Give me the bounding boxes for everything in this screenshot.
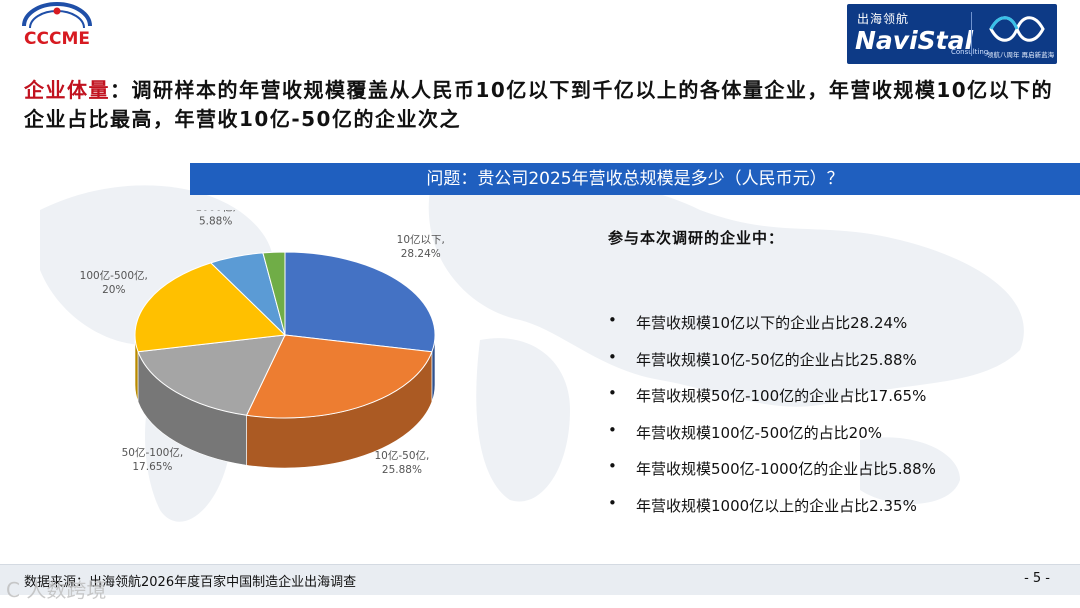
finding-item: • 年营收规模500亿-1000亿的企业占比5.88% bbox=[608, 457, 936, 495]
finding-item: • 年营收规模50亿-100亿的企业占比17.65% bbox=[608, 384, 936, 422]
footer-bar: 数据来源：出海领航2026年度百家中国制造企业出海调查 - 5 - bbox=[0, 564, 1080, 595]
pie-data-label-line: 100亿-500亿, bbox=[80, 269, 148, 282]
findings-list: • 年营收规模10亿以下的企业占比28.24% • 年营收规模10亿-50亿的企业占比… bbox=[608, 311, 936, 532]
navistal-logo-en: NaviStal bbox=[855, 26, 974, 55]
bullet-icon: • bbox=[608, 493, 617, 512]
navistal-logo: 出海领航 NaviStal Consulting 领航八周年 再启新蓝海 bbox=[847, 4, 1057, 64]
pie-data-label-line: 17.65% bbox=[132, 461, 172, 473]
anniversary-emblem-icon bbox=[989, 16, 1045, 42]
revenue-scale-pie-chart: 10亿以下, 28.24% 10亿-50亿, 25.88% 50亿-100亿, 17.65… bbox=[80, 210, 445, 476]
finding-text: 年营收规模10亿以下的企业占比28.24% bbox=[636, 314, 908, 332]
pie-data-label-line: 50亿-100亿, bbox=[122, 446, 184, 459]
headline-keyword: 企业体量 bbox=[24, 78, 110, 102]
pie-data-label-line: 10亿以下, bbox=[397, 233, 445, 246]
pie-data-label-line: 20% bbox=[102, 284, 125, 296]
finding-text: 年营收规模10亿-50亿的企业占比25.88% bbox=[636, 350, 917, 369]
pie-data-label: 10亿-50亿, 25.88% bbox=[375, 449, 430, 476]
pie-data-label-line: 5.88% bbox=[199, 216, 232, 228]
finding-text: 年营收规模1000亿以上的企业占比2.35% bbox=[636, 496, 917, 515]
pie-slice-10亿以下 bbox=[284, 251, 436, 353]
bullet-icon: • bbox=[608, 384, 617, 402]
finding-text: 年营收规模50亿-100亿的企业占比17.65% bbox=[636, 387, 927, 405]
pie-data-label-line: 28.24% bbox=[401, 248, 441, 260]
page-number: - 5 - bbox=[1024, 571, 1050, 586]
pie-slice-50亿-100亿 bbox=[137, 334, 286, 416]
watermark: C 人数跨境 bbox=[6, 578, 107, 602]
pie-data-label: 100亿-500亿, 20% bbox=[80, 269, 148, 296]
pie-data-label: 10亿以下, 28.24% bbox=[397, 233, 445, 260]
pie-data-label: 500亿-1000亿,5.88% bbox=[195, 210, 236, 228]
data-source-note: 数据来源：出海领航2026年度百家中国制造企业出海调查 bbox=[24, 575, 357, 590]
pie-slice-100亿-500亿 bbox=[134, 262, 287, 353]
navistal-logo-tagline: 领航八周年 再启新蓝海 bbox=[987, 51, 1055, 59]
pie-data-label: 50亿-100亿, 17.65% bbox=[122, 446, 184, 473]
finding-text: 年营收规模500亿-1000亿的企业占比5.88% bbox=[636, 460, 936, 478]
bullet-icon: • bbox=[608, 347, 617, 366]
pie-data-label-line: 25.88% bbox=[382, 464, 422, 476]
finding-item: • 年营收规模10亿-50亿的企业占比25.88% bbox=[608, 347, 936, 386]
bullet-icon: • bbox=[608, 457, 617, 475]
bullet-icon: • bbox=[608, 311, 617, 329]
finding-item: • 年营收规模1000亿以上的企业占比2.35% bbox=[608, 493, 936, 532]
findings-intro: 参与本次调研的企业中： bbox=[608, 229, 785, 247]
cccme-logo: CCCME bbox=[22, 2, 92, 49]
pie-slice-1000亿以上 bbox=[262, 251, 286, 336]
pie-data-label-line: 1000亿, bbox=[195, 210, 236, 214]
navistal-logo-divider bbox=[971, 12, 972, 56]
finding-item: • 年营收规模100亿-500亿的占比20% bbox=[608, 420, 936, 459]
pie-slice-10亿-50亿 bbox=[245, 334, 433, 419]
cccme-logo-text: CCCME bbox=[24, 29, 90, 49]
survey-question-bar: 问题：贵公司2025年营收总规模是多少（人民币元）？ bbox=[190, 163, 1080, 195]
bullet-icon: • bbox=[608, 420, 617, 439]
finding-text: 年营收规模100亿-500亿的占比20% bbox=[636, 423, 883, 442]
navistal-logo-cn: 出海领航 bbox=[857, 12, 910, 26]
finding-item: • 年营收规模10亿以下的企业占比28.24% bbox=[608, 311, 936, 349]
headline-separator: ： bbox=[110, 78, 132, 102]
headline-text: 调研样本的年营收规模覆盖从人民币10亿以下到千亿以上的各体量企业，年营收规模10… bbox=[24, 78, 1054, 131]
page-headline: 企业体量：调研样本的年营收规模覆盖从人民币10亿以下到千亿以上的各体量企业，年营… bbox=[24, 76, 1064, 134]
pie-data-label-line: 10亿-50亿, bbox=[375, 449, 430, 462]
navistal-logo-sub: Consulting bbox=[951, 48, 989, 56]
